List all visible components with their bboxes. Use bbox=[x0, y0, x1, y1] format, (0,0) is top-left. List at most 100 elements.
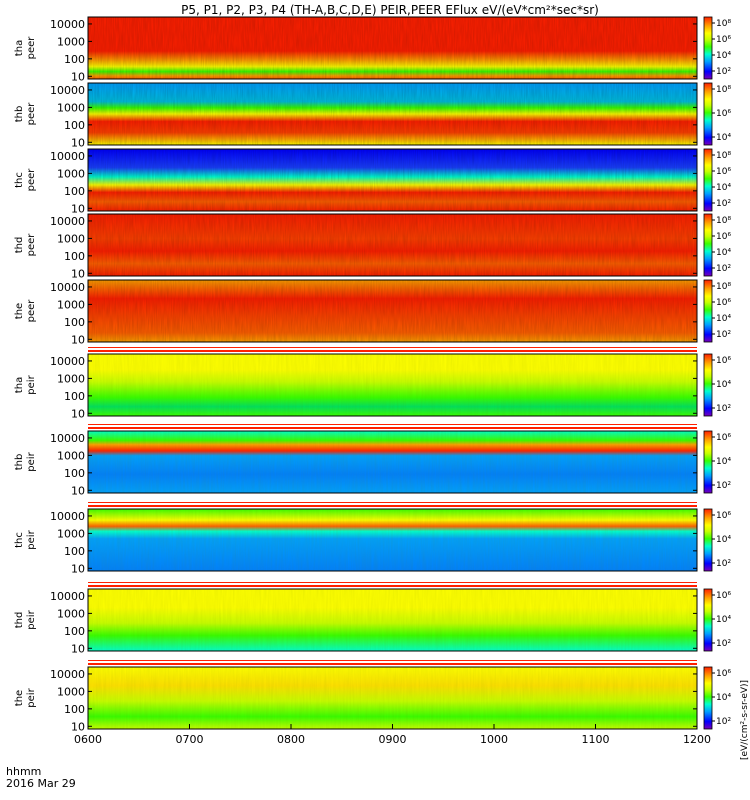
colorbar-tick-label: 10⁴ bbox=[716, 615, 731, 625]
colorbar: 10² 10⁴ 10⁶ 10⁸ bbox=[703, 279, 731, 343]
panel-probe-label: thd bbox=[14, 237, 25, 254]
spectrogram-texture bbox=[88, 354, 697, 416]
panel-probe-label: the bbox=[14, 303, 25, 319]
spectrogram-texture bbox=[88, 589, 697, 651]
panel-thd-peer: 10 100 1000 10000 thd peer 10² 10⁴ 10⁶ 10⁸ bbox=[14, 213, 731, 280]
panel-species-label: peer bbox=[26, 299, 37, 323]
colorbar-gradient bbox=[703, 279, 713, 343]
panel-frame bbox=[87, 430, 698, 494]
y-tick-label: 10000 bbox=[50, 590, 85, 603]
spectrogram-texture bbox=[88, 431, 697, 493]
status-bar bbox=[88, 424, 697, 429]
colorbar-gradient bbox=[703, 82, 713, 146]
spectrogram-texture bbox=[88, 280, 697, 342]
panel-probe-label: thd bbox=[14, 612, 25, 629]
colorbar: 10² 10⁴ 10⁶ 10⁸ bbox=[703, 148, 731, 212]
panel-probe-label: tha bbox=[14, 377, 25, 393]
colorbar: 10² 10⁴ 10⁶ bbox=[703, 430, 731, 494]
y-tick-label: 1000 bbox=[57, 527, 85, 540]
panel-probe-label: the bbox=[14, 690, 25, 706]
colorbar-tick-label: 10² bbox=[716, 404, 731, 414]
spectrogram-texture bbox=[88, 83, 697, 145]
y-tick-label: 10000 bbox=[50, 355, 85, 368]
panel-species-label: peer bbox=[26, 102, 37, 126]
status-bar bbox=[88, 582, 697, 587]
y-tick-label: 1000 bbox=[57, 35, 85, 48]
panel-probe-label: thb bbox=[14, 106, 25, 123]
panel-species-label: peer bbox=[26, 168, 37, 192]
colorbar-gradient bbox=[703, 588, 713, 652]
colorbar-tick-label: 10⁸ bbox=[716, 85, 731, 95]
panel-frame bbox=[87, 148, 698, 212]
panel-frame bbox=[87, 508, 698, 572]
spectrogram-texture bbox=[88, 214, 697, 276]
y-tick-label: 10 bbox=[71, 202, 85, 215]
colorbar-tick-label: 10⁸ bbox=[716, 282, 731, 292]
colorbar-tick-label: 10⁴ bbox=[716, 457, 731, 467]
y-tick-label: 10000 bbox=[50, 84, 85, 97]
colorbar-gradient bbox=[703, 508, 713, 572]
x-axis-unit-label: hhmm bbox=[6, 765, 41, 778]
colorbar-tick-label: 10² bbox=[716, 559, 731, 569]
panel-frame bbox=[87, 213, 698, 277]
panel-frame bbox=[87, 16, 698, 80]
x-tick-label: 1200 bbox=[683, 733, 711, 746]
x-tick-label: 0600 bbox=[74, 733, 102, 746]
panel-frame bbox=[87, 353, 698, 417]
y-tick-label: 10000 bbox=[50, 281, 85, 294]
colorbar-tick-label: 10² bbox=[716, 717, 731, 727]
status-bar bbox=[88, 347, 697, 352]
status-bar bbox=[88, 660, 697, 665]
panel-species-label: peir bbox=[26, 529, 37, 549]
panel-frame bbox=[87, 588, 698, 652]
y-tick-label: 10000 bbox=[50, 510, 85, 523]
x-tick-label: 0800 bbox=[277, 733, 305, 746]
y-tick-label: 10 bbox=[71, 333, 85, 346]
colorbar-tick-label: 10⁶ bbox=[716, 109, 731, 119]
colorbar: 10² 10⁴ 10⁶ 10⁸ bbox=[703, 16, 731, 80]
colorbar-tick-label: 10² bbox=[716, 264, 731, 274]
colorbar-tick-label: 10⁴ bbox=[716, 133, 731, 143]
panel-probe-label: thc bbox=[14, 172, 25, 188]
y-tick-label: 10 bbox=[71, 70, 85, 83]
spectrogram-texture bbox=[88, 17, 697, 79]
y-tick-label: 10 bbox=[71, 642, 85, 655]
y-tick-label: 10 bbox=[71, 407, 85, 420]
colorbar-tick-label: 10² bbox=[716, 330, 731, 340]
panel-the-peir: 10 100 1000 10000 the peir 10² 10⁴ 10⁶ bbox=[14, 660, 731, 733]
panel-probe-label: thc bbox=[14, 532, 25, 548]
colorbar-gradient bbox=[703, 430, 713, 494]
y-tick-label: 100 bbox=[64, 390, 85, 403]
colorbar-tick-label: 10⁶ bbox=[716, 298, 731, 308]
colorbar-tick-label: 10² bbox=[716, 199, 731, 209]
x-axis-date-label: 2016 Mar 29 bbox=[6, 777, 76, 790]
colorbar-tick-label: 10⁴ bbox=[716, 693, 731, 703]
y-tick-label: 100 bbox=[64, 467, 85, 480]
y-tick-label: 1000 bbox=[57, 298, 85, 311]
x-tick-label: 1100 bbox=[582, 733, 610, 746]
y-tick-label: 100 bbox=[64, 625, 85, 638]
panel-species-label: peir bbox=[26, 451, 37, 471]
colorbar-tick-label: 10⁴ bbox=[716, 314, 731, 324]
colorbar-gradient bbox=[703, 353, 713, 417]
panel-probe-label: thb bbox=[14, 454, 25, 471]
colorbar-tick-label: 10² bbox=[716, 639, 731, 649]
panel-thd-peir: 10 100 1000 10000 thd peir 10² 10⁴ 10⁶ bbox=[14, 582, 731, 655]
colorbar-gradient bbox=[703, 16, 713, 80]
panel-tha-peir: 10 100 1000 10000 tha peir 10² 10⁴ 10⁶ bbox=[14, 347, 731, 420]
colorbar-tick-label: 10⁴ bbox=[716, 248, 731, 258]
y-tick-label: 100 bbox=[64, 119, 85, 132]
panel-thb-peir: 10 100 1000 10000 thb peir 10² 10⁴ 10⁶ bbox=[14, 424, 731, 497]
colorbar: 10² 10⁴ 10⁶ bbox=[703, 588, 731, 652]
panel-frame bbox=[87, 279, 698, 343]
y-tick-label: 100 bbox=[64, 250, 85, 263]
panel-species-label: peir bbox=[26, 374, 37, 394]
colorbar-tick-label: 10⁶ bbox=[716, 591, 731, 601]
colorbar-tick-label: 10² bbox=[716, 481, 731, 491]
y-tick-label: 1000 bbox=[57, 449, 85, 462]
panel-species-label: peer bbox=[26, 233, 37, 257]
x-tick-label: 1000 bbox=[480, 733, 508, 746]
y-tick-label: 1000 bbox=[57, 607, 85, 620]
colorbar-tick-label: 10⁶ bbox=[716, 167, 731, 177]
